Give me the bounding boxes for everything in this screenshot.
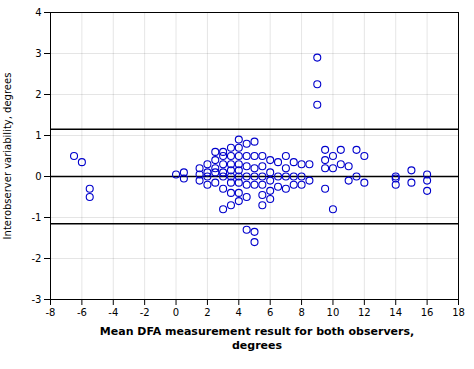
svg-text:2: 2 [204, 307, 210, 318]
svg-text:12: 12 [358, 307, 371, 318]
svg-text:-2: -2 [32, 253, 42, 264]
html-text:Mean DFA measurement result fo: Mean DFA measurement result for both obs… [99, 325, 415, 352]
svg-text:0: 0 [173, 307, 179, 318]
svg-text:-2: -2 [140, 307, 150, 318]
svg-text:-8: -8 [46, 307, 56, 318]
svg-text:-4: -4 [108, 307, 118, 318]
svg-text:18: 18 [452, 307, 465, 318]
svg-text:-1: -1 [32, 212, 42, 223]
svg-text:-3: -3 [32, 294, 42, 305]
svg-text:3: 3 [35, 48, 41, 59]
svg-text:4: 4 [35, 7, 41, 18]
svg-text:8: 8 [298, 307, 304, 318]
svg-text:0: 0 [35, 171, 41, 182]
svg-text:10: 10 [327, 307, 340, 318]
svg-text:Interobserver variability, deg: Interobserver variability, degrees [2, 73, 13, 240]
svg-text:4: 4 [236, 307, 242, 318]
svg-text:14: 14 [389, 307, 402, 318]
svg-text:1: 1 [35, 130, 41, 141]
svg-text:16: 16 [421, 307, 434, 318]
svg-text:6: 6 [267, 307, 273, 318]
svg-text:2: 2 [35, 89, 41, 100]
svg-text:-6: -6 [77, 307, 87, 318]
